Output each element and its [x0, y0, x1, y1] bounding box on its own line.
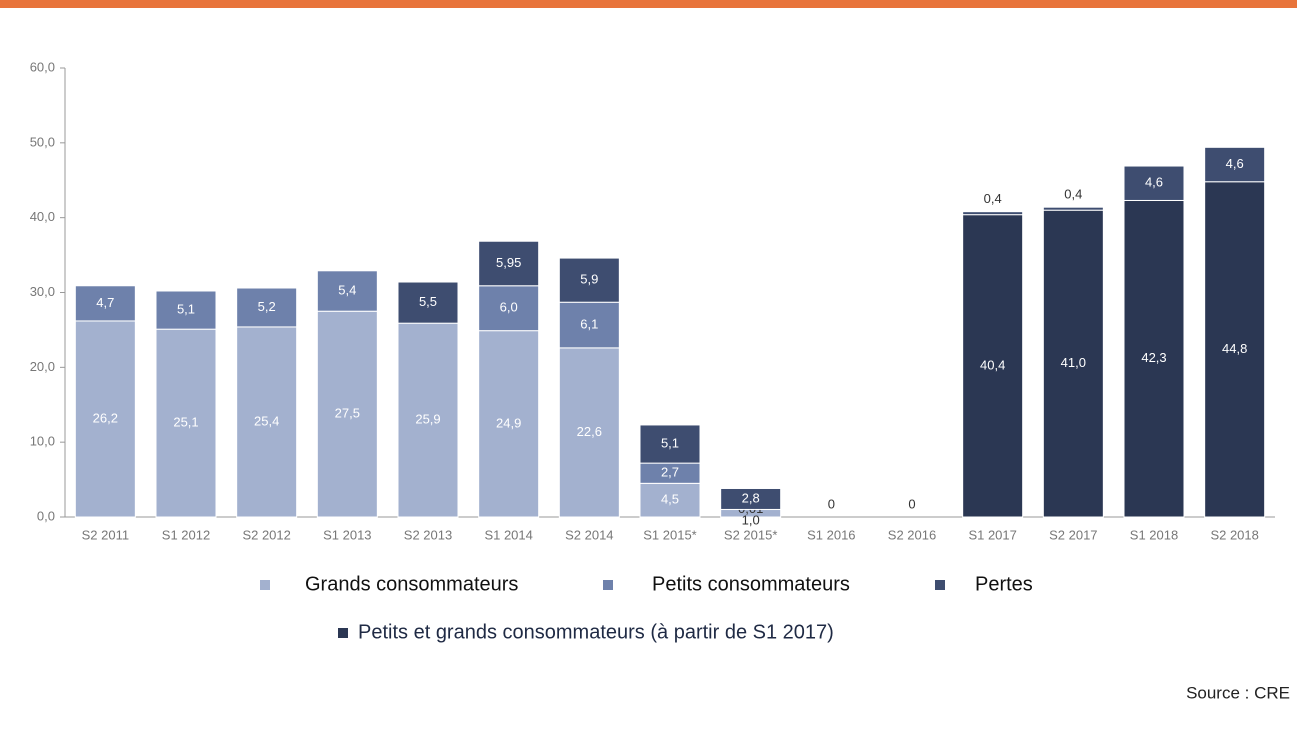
data-label: 4,5	[661, 492, 679, 507]
legend-marker	[260, 580, 270, 590]
legend-label: Petits et grands consommateurs (à partir…	[358, 621, 834, 643]
data-label: 5,1	[177, 302, 195, 317]
data-label: 24,9	[496, 415, 521, 430]
data-label: 40,4	[980, 357, 1005, 372]
legend-marker	[603, 580, 613, 590]
x-tick-label: S1 2014	[484, 527, 532, 542]
data-label: 5,95	[496, 255, 521, 270]
x-tick-label: S1 2015*	[643, 527, 697, 542]
data-label: 6,1	[580, 316, 598, 331]
data-label: 5,5	[419, 294, 437, 309]
x-tick-label: S2 2016	[888, 527, 936, 542]
bar-segment	[963, 212, 1023, 215]
data-label: 41,0	[1061, 355, 1086, 370]
y-tick-label: 60,0	[30, 59, 55, 74]
data-label: 5,2	[258, 299, 276, 314]
y-tick-label: 0,0	[37, 508, 55, 523]
x-tick-label: S1 2018	[1130, 527, 1178, 542]
x-tick-label: S2 2015*	[724, 527, 778, 542]
data-label: 0	[908, 496, 915, 511]
x-tick-label: S2 2013	[404, 527, 452, 542]
legend-label: Pertes	[975, 573, 1033, 595]
y-tick-label: 40,0	[30, 209, 55, 224]
data-label: 0	[828, 496, 835, 511]
x-tick-label: S2 2017	[1049, 527, 1097, 542]
y-tick-label: 20,0	[30, 359, 55, 374]
x-tick-label: S1 2013	[323, 527, 371, 542]
data-label: 26,2	[93, 410, 118, 425]
data-label: 27,5	[335, 406, 360, 421]
x-tick-label: S1 2012	[162, 527, 210, 542]
data-label: 2,7	[661, 465, 679, 480]
data-label: 0,4	[1064, 187, 1082, 202]
data-label: 22,6	[577, 424, 602, 439]
legend-label: Petits consommateurs	[652, 573, 850, 595]
data-label: 25,4	[254, 413, 279, 428]
data-label: 2,8	[742, 490, 760, 505]
data-label: 25,9	[415, 412, 440, 427]
x-tick-label: S2 2018	[1210, 527, 1258, 542]
data-label: 44,8	[1222, 341, 1247, 356]
x-tick-label: S2 2011	[82, 527, 129, 542]
header-band	[0, 0, 1297, 8]
y-tick-label: 10,0	[30, 434, 55, 449]
data-label: 6,0	[500, 300, 518, 315]
data-label: 25,1	[173, 415, 198, 430]
x-tick-label: S2 2014	[565, 527, 613, 542]
y-tick-label: 50,0	[30, 134, 55, 149]
source: Source : CRE	[1186, 683, 1290, 702]
data-label: 42,3	[1141, 350, 1166, 365]
data-label: 4,6	[1226, 156, 1244, 171]
data-label: 4,6	[1145, 175, 1163, 190]
data-label: 5,9	[580, 272, 598, 287]
data-label: 5,4	[338, 282, 356, 297]
legend-marker	[338, 628, 348, 638]
data-label: 4,7	[96, 295, 114, 310]
bar-segment	[1043, 207, 1103, 210]
x-tick-label: S2 2012	[242, 527, 290, 542]
data-label: 0,4	[984, 191, 1002, 206]
x-tick-label: S1 2016	[807, 527, 855, 542]
y-tick-label: 30,0	[30, 284, 55, 299]
legend-marker	[935, 580, 945, 590]
legend-label: Grands consommateurs	[305, 573, 518, 595]
data-label: 5,1	[661, 435, 679, 450]
x-tick-label: S1 2017	[968, 527, 1016, 542]
